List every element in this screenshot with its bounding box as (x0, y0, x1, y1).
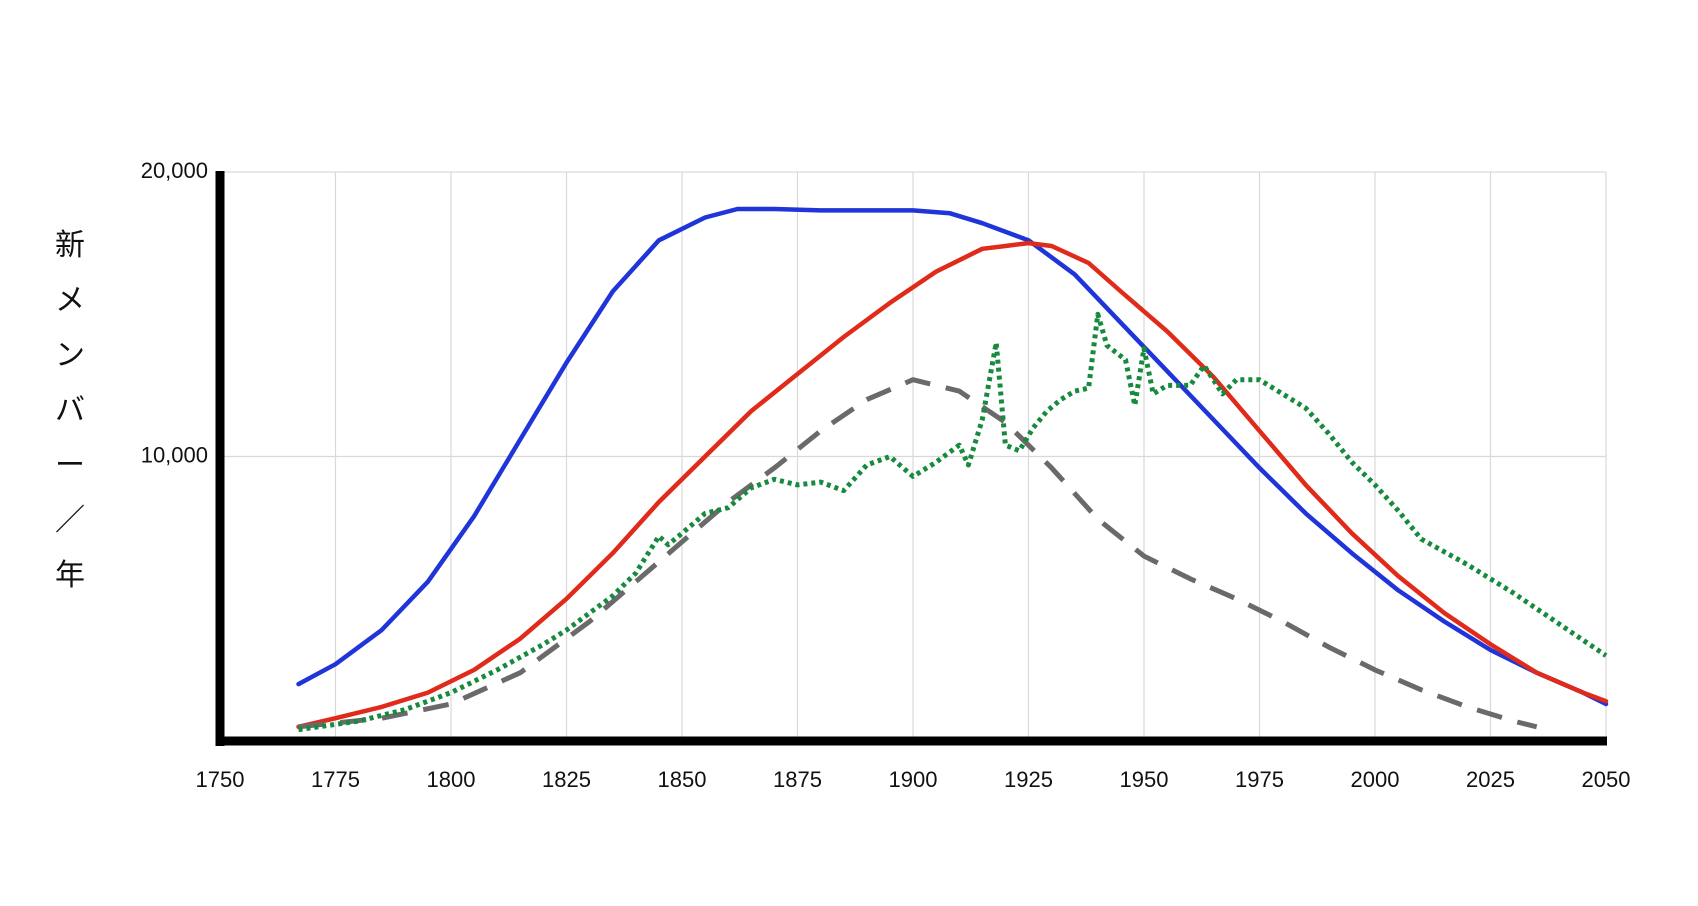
x-tick-label: 1950 (1120, 767, 1169, 792)
y-axis-label-char: バ (55, 393, 85, 428)
x-tick-label: 1800 (427, 767, 476, 792)
x-tick-label: 1850 (658, 767, 707, 792)
x-tick-label: 1975 (1235, 767, 1284, 792)
y-axis-label-char: ／ (55, 503, 85, 538)
series-line-solid-0 (296, 206, 1609, 707)
x-tick-label: 1925 (1004, 767, 1053, 792)
axes (215, 171, 1607, 746)
x-tick-label: 1775 (311, 767, 360, 792)
x-axis-ticks: 1750 1775 1800 1825 1850 1875 1900 1925 1950 1975… (196, 767, 1631, 792)
y-axis-label-char: 年 (55, 558, 85, 593)
series-layer (296, 206, 1609, 733)
y-axis-label-char: ー (55, 448, 85, 483)
y-tick-label: 10,000 (141, 443, 208, 468)
series-line-dotted-3 (298, 311, 1608, 733)
x-tick-label: 1750 (196, 767, 245, 792)
x-tick-label: 1900 (889, 767, 938, 792)
x-tick-label: 2025 (1466, 767, 1515, 792)
series-line-solid-1 (296, 240, 1609, 730)
x-tick-label: 1825 (542, 767, 591, 792)
y-axis-ticks: 10,000 20,000 (141, 158, 208, 468)
y-axis-label-char: 新 (55, 228, 85, 263)
x-tick-label: 1875 (773, 767, 822, 792)
y-axis-label-char: メ (55, 283, 85, 318)
x-tick-label: 2000 (1351, 767, 1400, 792)
x-tick-label: 2050 (1582, 767, 1631, 792)
series-line-dashed-2 (298, 377, 1538, 730)
gridlines (220, 171, 1607, 741)
y-axis-label: 新メンバー ／ 年 (48, 218, 92, 603)
y-tick-label: 20,000 (141, 158, 208, 183)
y-axis-label-char: ン (55, 338, 85, 373)
